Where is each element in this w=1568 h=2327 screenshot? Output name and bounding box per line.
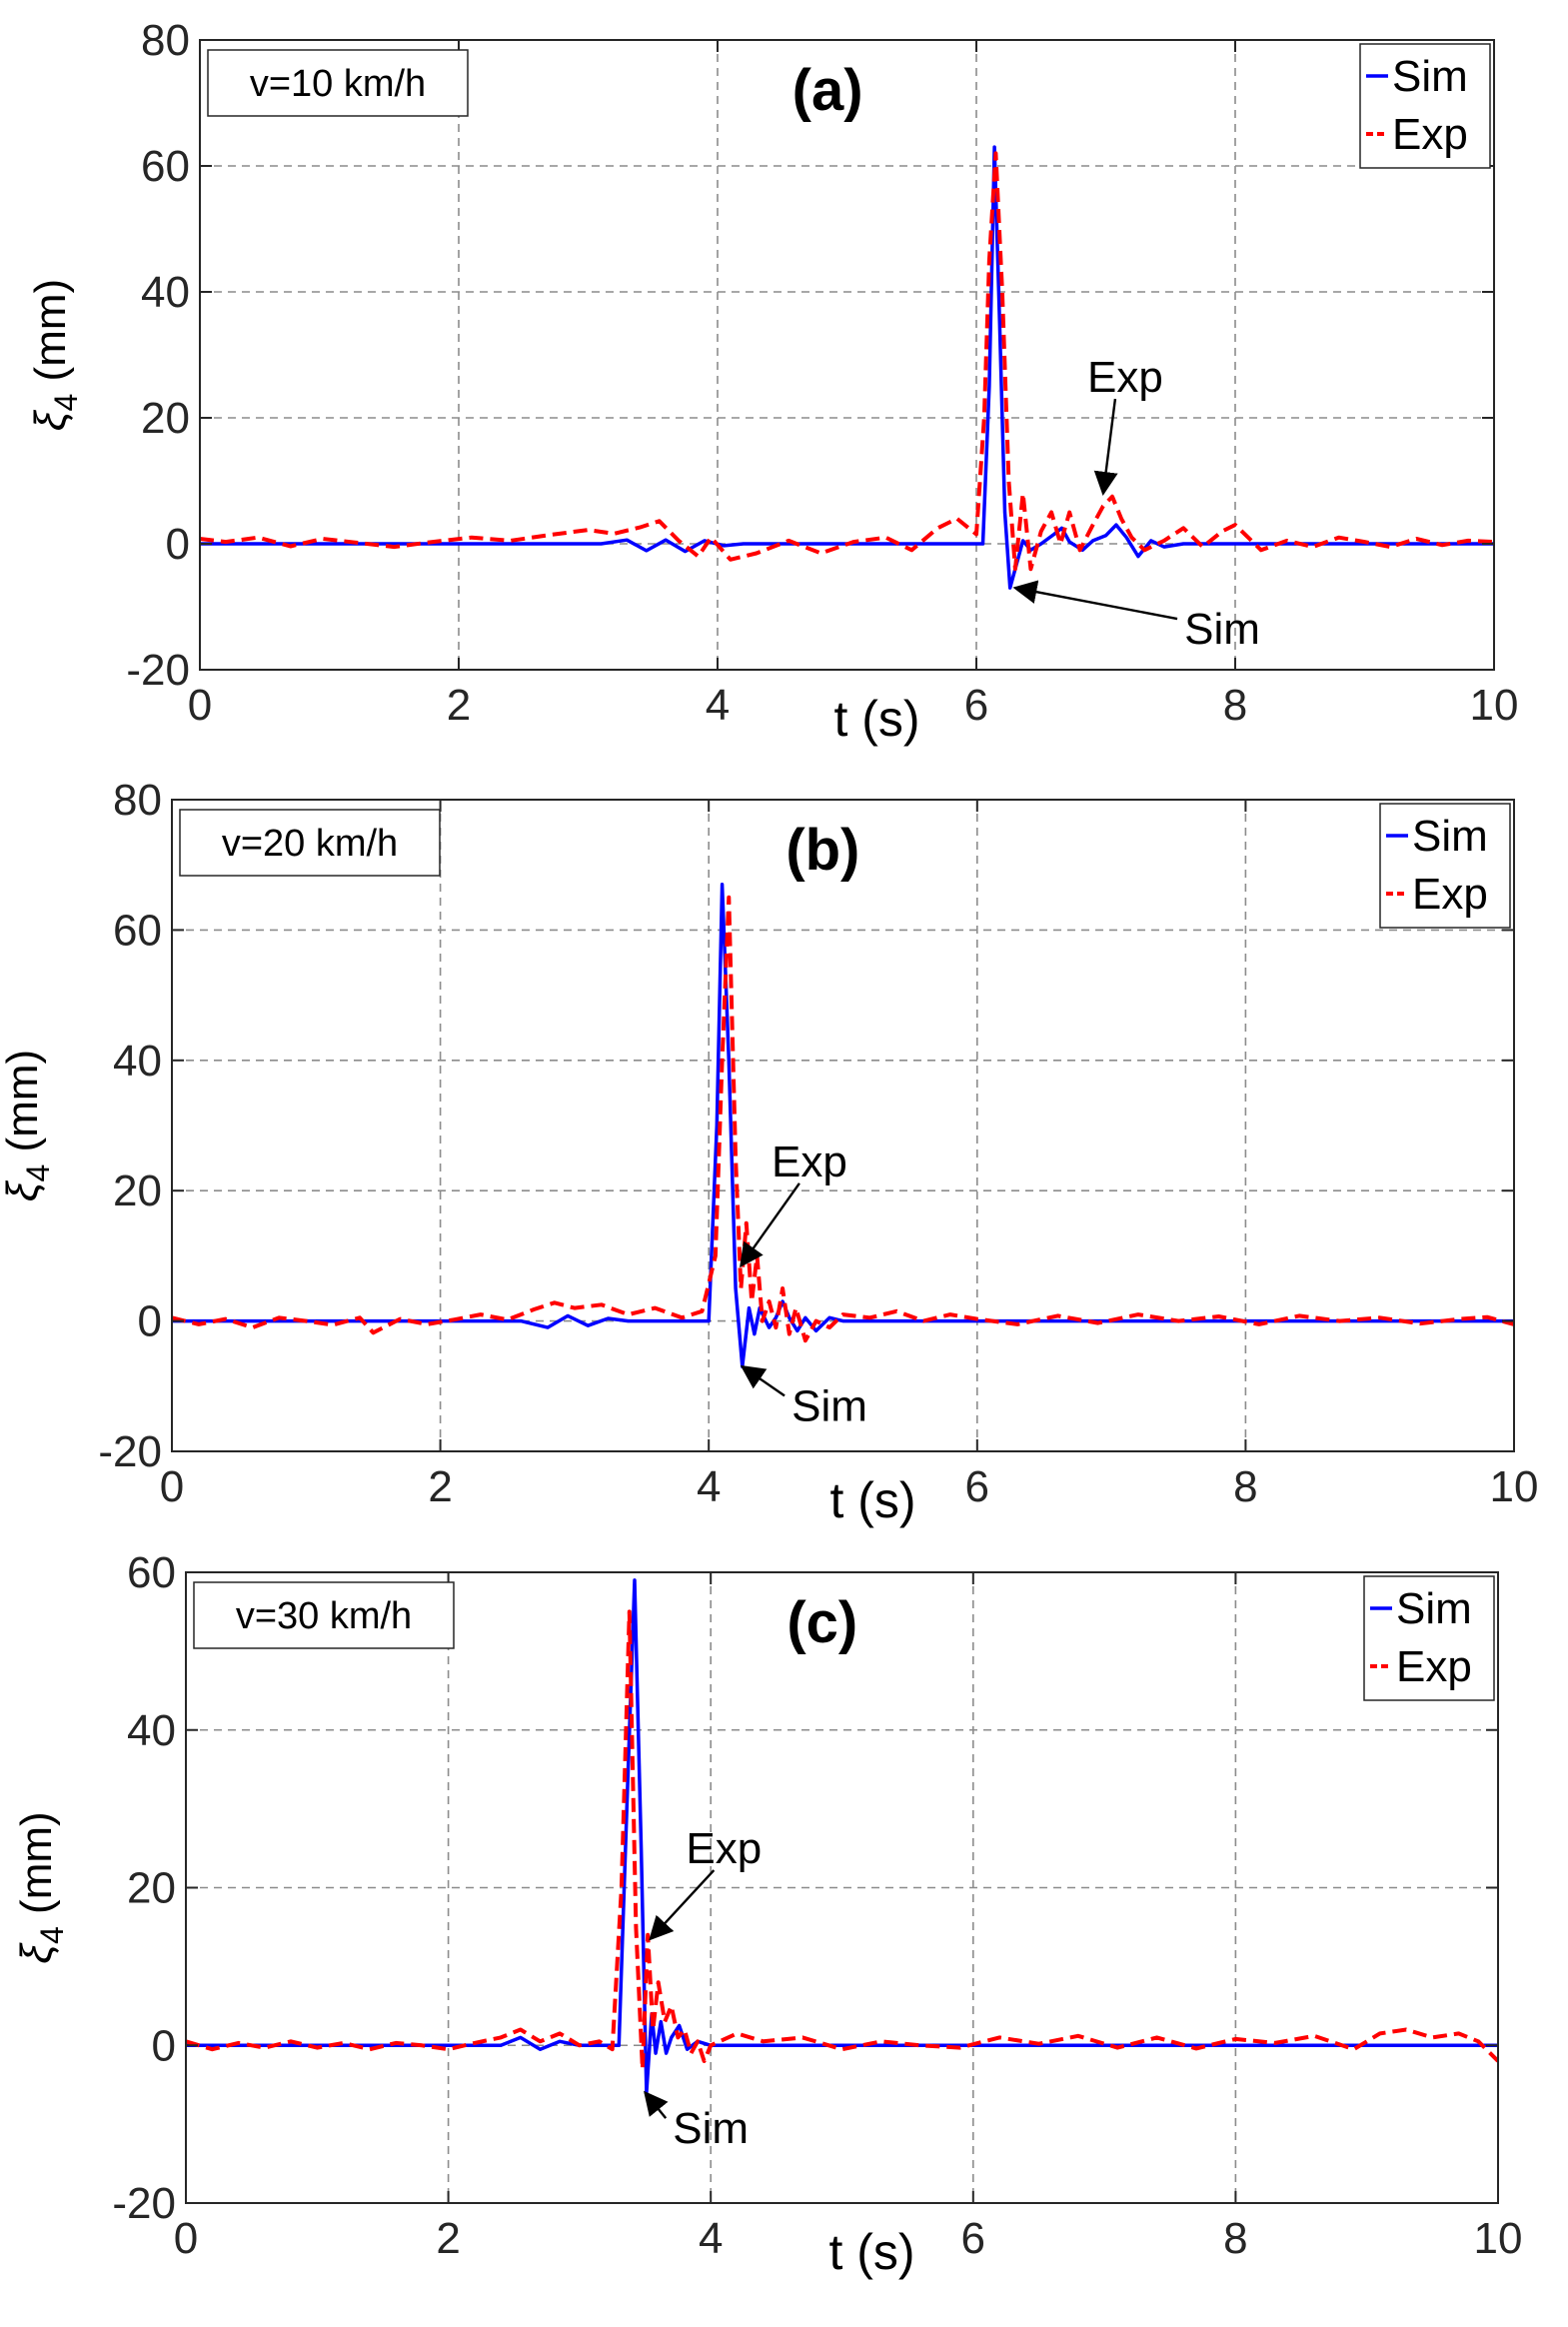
y-axis-label: ξ4 (mm) (0, 1050, 56, 1201)
x-tick-label: 8 (1223, 2214, 1247, 2263)
speed-label: v=10 km/h (250, 63, 426, 105)
annotation-arrow (1012, 580, 1178, 621)
y-tick-label: 0 (138, 1297, 162, 1346)
legend-label-sim: Sim (1396, 1584, 1472, 1633)
y-tick-label: 40 (141, 268, 190, 317)
y-tick-label: 20 (141, 394, 190, 443)
legend: Sim Exp (1359, 43, 1491, 169)
x-tick-label: 10 (1470, 681, 1519, 730)
x-tick-label: 0 (174, 2214, 198, 2263)
legend: Sim Exp (1363, 1575, 1495, 1701)
x-tick-label: 0 (188, 681, 212, 730)
y-axis-subscript: 4 (20, 1164, 56, 1182)
x-tick-label: 8 (1233, 1462, 1257, 1511)
x-tick-label: 2 (447, 681, 471, 730)
axes-frame (199, 39, 1495, 671)
speed-label: v=20 km/h (222, 823, 398, 865)
x-tick-label: 6 (965, 1462, 989, 1511)
plot-area (200, 40, 1494, 670)
series-line-sim (172, 883, 1514, 1368)
panel-title: (a) (792, 58, 863, 123)
y-tick-label: 0 (166, 520, 190, 569)
y-tick-label: 40 (113, 1037, 162, 1086)
x-tick-label: 6 (961, 2214, 985, 2263)
y-tick-label: 0 (152, 2021, 176, 2070)
legend: Sim Exp (1379, 803, 1511, 929)
x-axis-label: t (s) (829, 1472, 915, 1528)
y-tick-label: 80 (141, 16, 190, 65)
x-tick-label: 4 (697, 1462, 721, 1511)
axes-frame (171, 799, 1515, 1452)
annotation-arrow (644, 2090, 669, 2119)
y-axis-subscript: 4 (34, 1926, 70, 1944)
legend-label-exp: Exp (1392, 110, 1468, 159)
panel-title: (b) (785, 818, 859, 883)
series-line-exp (200, 151, 1494, 572)
x-tick-label: 2 (436, 2214, 460, 2263)
legend-box (1379, 803, 1511, 929)
x-tick-label: 2 (428, 1462, 452, 1511)
y-tick-label: 60 (141, 142, 190, 191)
series-line-exp (186, 1609, 1498, 2071)
x-tick-label: 10 (1474, 2214, 1523, 2263)
y-axis-unit: (mm) (12, 1811, 61, 1926)
speed-label-box (207, 49, 469, 117)
annotation-exp: Exp (686, 1824, 762, 1873)
y-tick-label: 20 (113, 1166, 162, 1215)
y-axis-symbol: ξ (12, 1942, 61, 1964)
y-tick-label: 40 (127, 1706, 176, 1755)
x-tick-label: 6 (964, 681, 988, 730)
y-axis-symbol: ξ (26, 409, 75, 431)
y-axis-label: ξ4 (mm) (26, 279, 84, 431)
legend-label-sim: Sim (1412, 812, 1488, 861)
annotation-arrow (649, 1869, 716, 1941)
x-tick-label: 10 (1490, 1462, 1539, 1511)
y-tick-label: 60 (127, 1548, 176, 1597)
annotation-exp: Exp (1087, 353, 1163, 402)
panel-title: (c) (786, 1590, 857, 1655)
annotation-arrow (740, 1182, 800, 1268)
y-axis-subscript: 4 (48, 394, 84, 412)
y-axis-symbol: ξ (0, 1179, 47, 1201)
x-tick-label: 0 (160, 1462, 184, 1511)
x-axis-label: t (s) (833, 691, 919, 747)
y-axis-label: ξ4 (mm) (12, 1811, 70, 1963)
x-axis-label: t (s) (828, 2224, 914, 2280)
y-tick-label: 80 (113, 776, 162, 825)
speed-label-box (179, 809, 441, 877)
annotation-arrow (740, 1364, 785, 1397)
legend-label-exp: Exp (1412, 870, 1488, 919)
y-axis-unit: (mm) (0, 1050, 47, 1164)
x-tick-label: 4 (706, 681, 730, 730)
legend-label-sim: Sim (1392, 52, 1468, 101)
annotation-exp: Exp (772, 1138, 847, 1186)
legend-box (1363, 1575, 1495, 1701)
speed-label-box (193, 1581, 455, 1649)
y-tick-label: -20 (98, 1427, 162, 1476)
y-axis-unit: (mm) (26, 279, 75, 394)
plot-area (172, 800, 1514, 1451)
y-tick-label: 20 (127, 1864, 176, 1913)
legend-box (1359, 43, 1491, 169)
y-tick-label: 60 (113, 906, 162, 955)
speed-label: v=30 km/h (236, 1595, 412, 1637)
annotation-sim: Sim (1184, 605, 1260, 654)
x-tick-label: 8 (1223, 681, 1247, 730)
y-tick-label: -20 (112, 2179, 176, 2228)
annotation-arrow (1093, 398, 1118, 496)
legend-label-exp: Exp (1396, 1642, 1472, 1691)
annotation-sim: Sim (673, 2104, 749, 2153)
x-tick-label: 4 (699, 2214, 723, 2263)
annotation-sim: Sim (791, 1381, 867, 1430)
y-tick-label: -20 (126, 646, 190, 695)
